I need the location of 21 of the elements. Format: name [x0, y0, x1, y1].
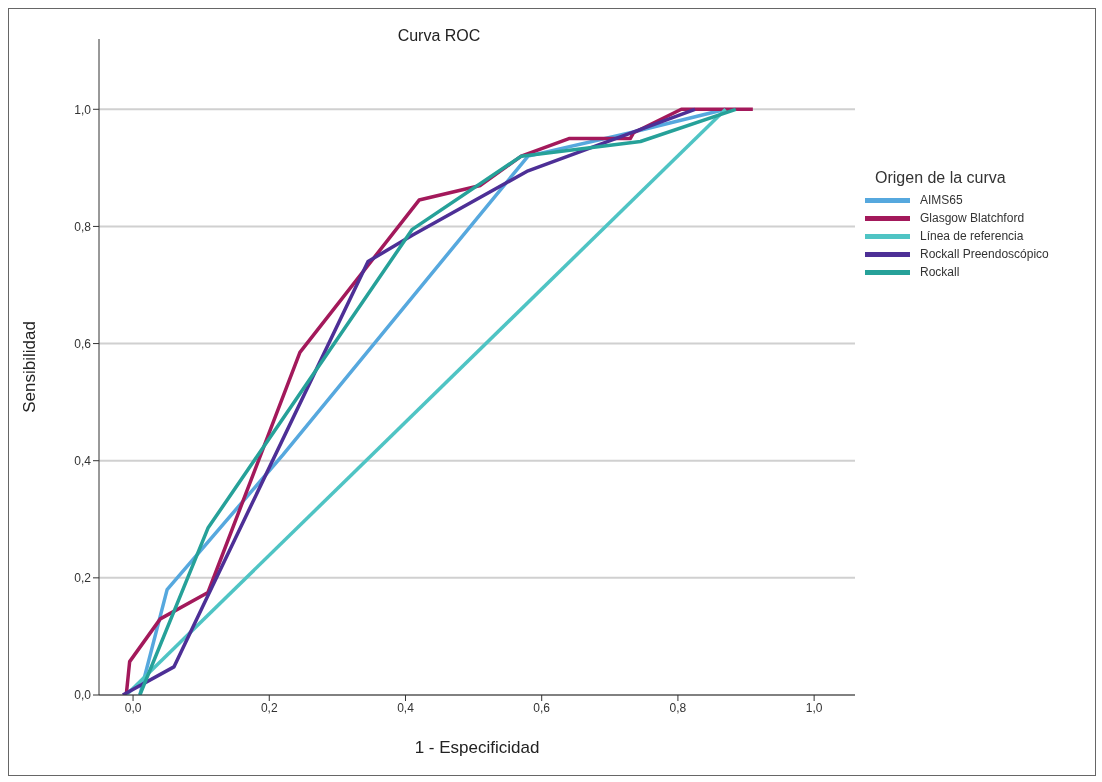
x-tick-label: 0,0: [124, 700, 142, 715]
legend-label: Rockall: [920, 265, 960, 279]
x-tick-label: 0,8: [669, 700, 687, 715]
x-axis-title: 1 - Especificidad: [414, 738, 540, 757]
y-tick-label: 0,0: [74, 688, 92, 703]
y-tick-label: 1,0: [74, 102, 92, 117]
x-tick-label: 0,4: [397, 700, 415, 715]
legend-title: Origen de la curva: [875, 169, 1007, 187]
legend-label: Línea de referencia: [920, 229, 1024, 243]
chart-title: Curva ROC: [396, 27, 482, 45]
x-tick-label: 0,2: [260, 700, 278, 715]
legend-label: Rockall Preendoscópico: [920, 247, 1049, 261]
legend-label: AIMS65: [920, 193, 963, 207]
x-tick-label: 0,6: [533, 700, 551, 715]
y-tick-label: 0,2: [74, 571, 92, 586]
y-tick-label: 0,8: [74, 219, 92, 234]
x-tick-label: 1,0: [805, 700, 823, 715]
y-tick-label: 0,6: [74, 336, 92, 351]
legend-label: Glasgow Blatchford: [920, 211, 1025, 225]
y-axis-title: Sensibilidad: [20, 321, 40, 413]
y-tick-label: 0,4: [74, 453, 92, 468]
